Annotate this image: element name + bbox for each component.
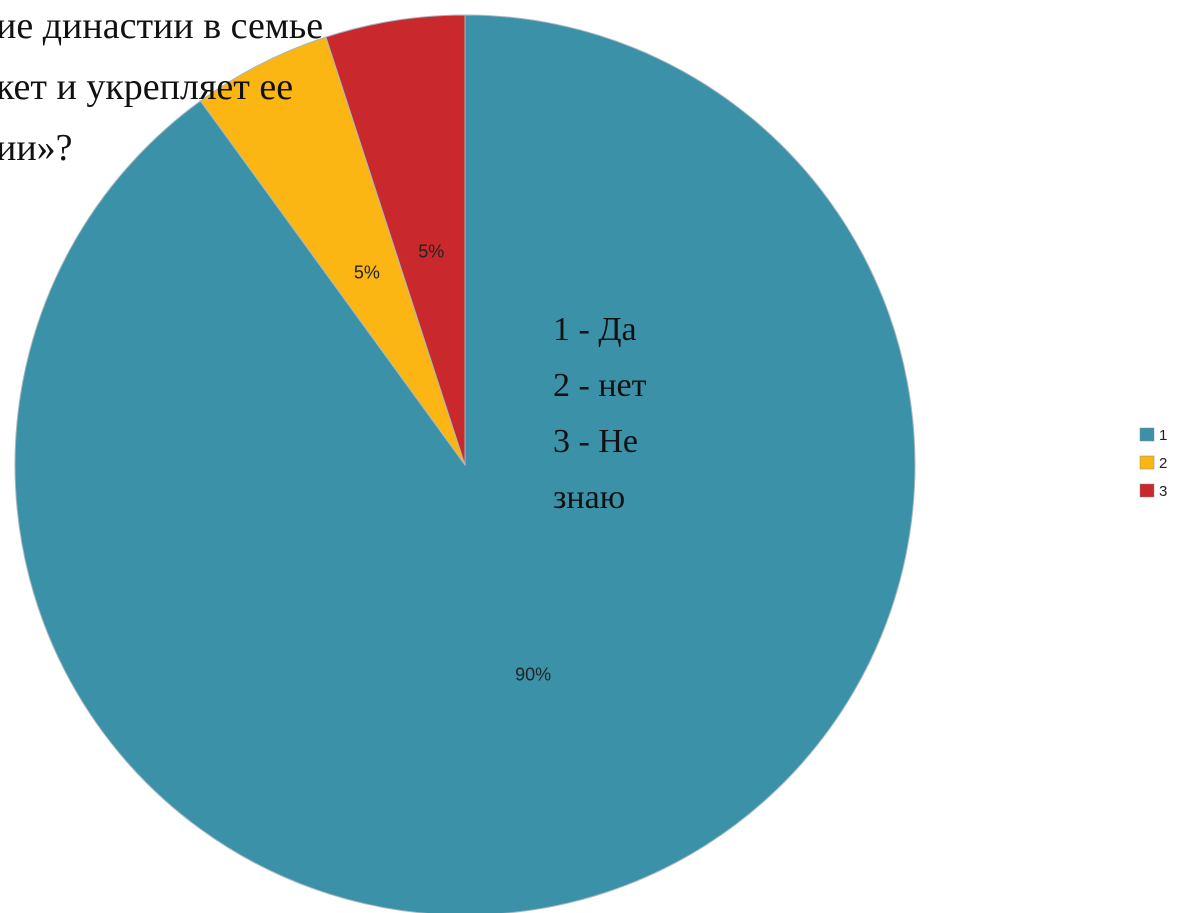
legend-label-1: 1 (1159, 427, 1167, 444)
data-label-2: 5% (354, 263, 380, 283)
pie-data-labels: 90% 5% 5% (354, 242, 551, 685)
legend-swatch-2 (1139, 455, 1155, 470)
pie-slices (14, 14, 916, 913)
pie-slice-1 (14, 14, 916, 913)
title-line-1: ие династии в семье (0, 5, 323, 47)
annotation-line-1: 1 - Да (553, 311, 637, 348)
answer-key-annotation: 1 - Да 2 - нет 3 - Не знаю (553, 311, 647, 516)
legend-swatch-1 (1139, 427, 1155, 442)
chart-title: ие династии в семье кет и укрепляет ее и… (0, 5, 323, 169)
title-line-3: ии»? (0, 127, 73, 169)
title-line-2: кет и укрепляет ее (0, 66, 293, 108)
pie-slice-3 (325, 14, 466, 466)
legend-swatch-3 (1139, 483, 1155, 498)
data-label-1: 90% (515, 665, 551, 685)
annotation-line-4: знаю (553, 479, 625, 516)
data-label-3: 5% (418, 242, 444, 262)
annotation-line-2: 2 - нет (553, 367, 647, 404)
legend-label-2: 2 (1159, 455, 1167, 472)
annotation-line-3: 3 - Не (553, 423, 638, 460)
legend-label-3: 3 (1159, 483, 1167, 500)
legend: 1 2 3 (1139, 427, 1167, 500)
